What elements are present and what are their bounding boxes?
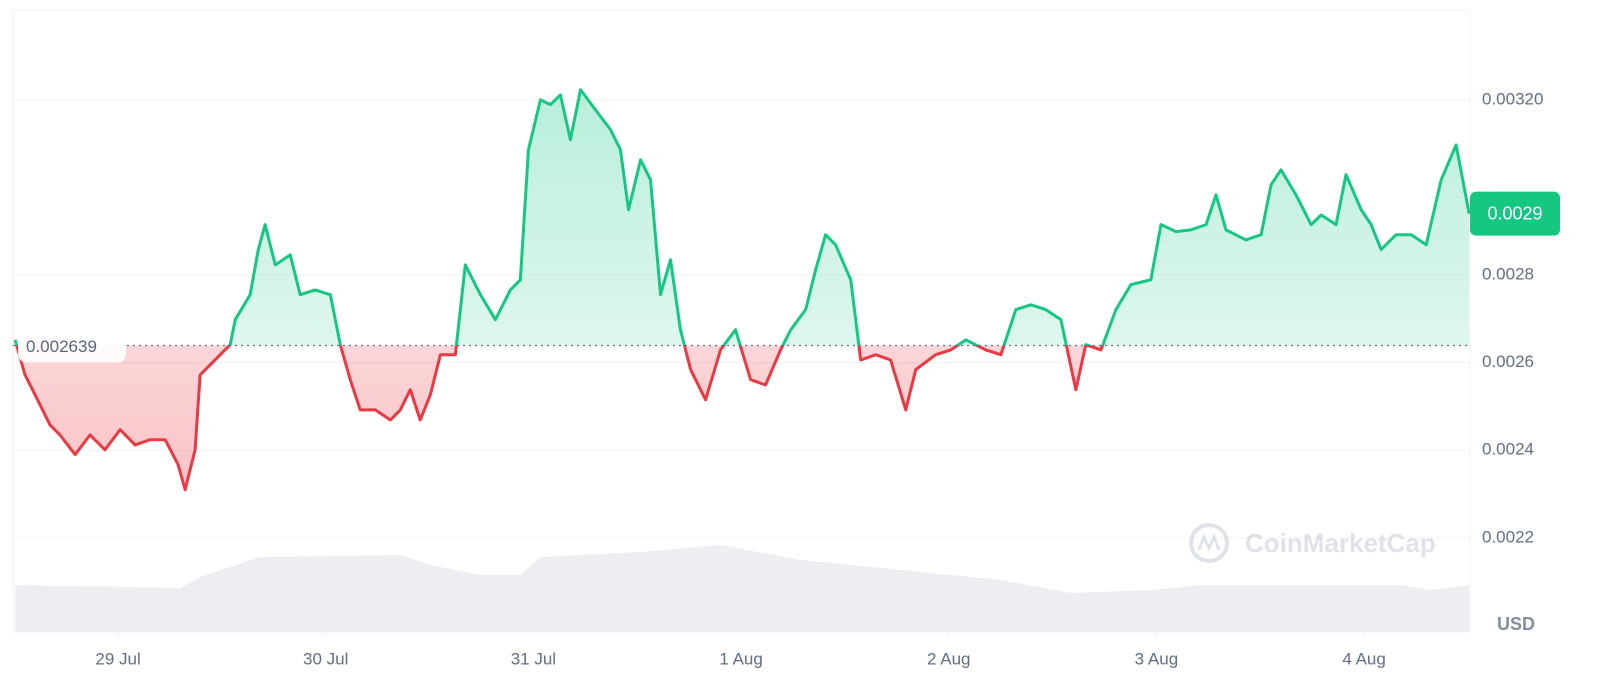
x-tick-label: 4 Aug — [1342, 649, 1386, 668]
reference-label-box — [18, 328, 126, 363]
y-tick-label: 0.0026 — [1482, 352, 1534, 371]
current-price-label: 0.0029 — [1487, 203, 1542, 223]
volume-area — [15, 545, 1470, 632]
watermark: CoinMarketCap — [1189, 523, 1436, 563]
reference-label: 0.002639 — [26, 337, 97, 356]
x-tick-label: 3 Aug — [1135, 649, 1179, 668]
x-tick-label: 30 Jul — [303, 649, 348, 668]
y-tick-label: 0.00320 — [1482, 89, 1543, 108]
y-tick-label: 0.0028 — [1482, 264, 1534, 283]
x-tick-label: 1 Aug — [719, 649, 763, 668]
x-tick-label: 2 Aug — [927, 649, 971, 668]
area-below-ref — [15, 345, 1470, 490]
watermark-text: CoinMarketCap — [1245, 528, 1436, 558]
y-tick-label: 0.0024 — [1482, 440, 1534, 459]
y-tick-label: 0.0022 — [1482, 527, 1534, 546]
current-price-badge — [1470, 191, 1560, 236]
unit-label: USD — [1497, 614, 1535, 634]
x-tick-label: 29 Jul — [95, 649, 140, 668]
x-tick-label: 31 Jul — [511, 649, 556, 668]
area-above-ref — [15, 89, 1470, 346]
price-line-up — [13, 88, 1471, 346]
